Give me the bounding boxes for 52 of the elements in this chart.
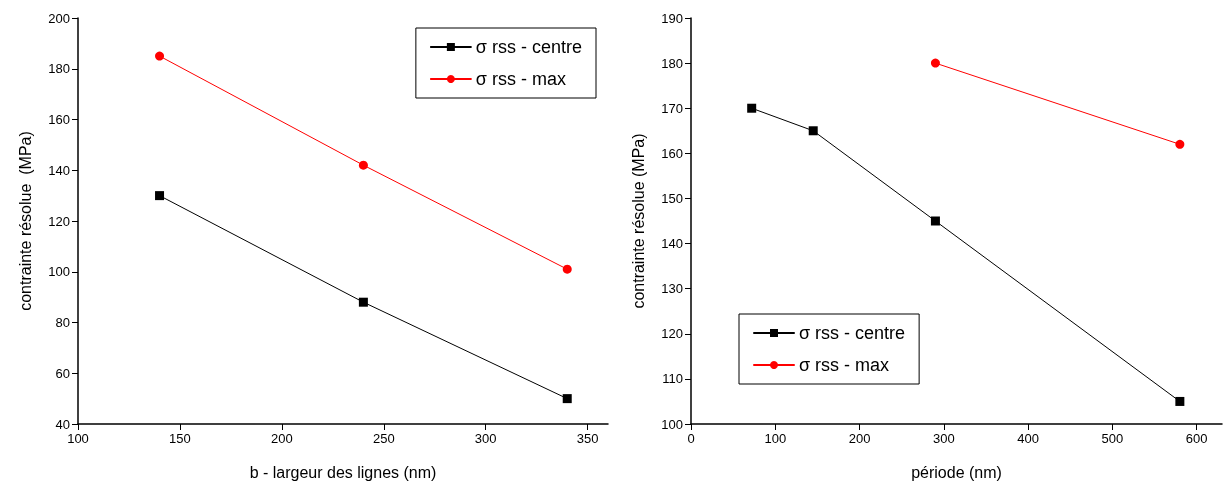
y-tick-label: 180 [48,61,70,77]
y-tick-label: 120 [661,326,683,342]
x-tick-label: 500 [1101,431,1124,446]
point [358,160,368,170]
x-tick-label: 300 [474,431,497,446]
x-tick-label: 400 [1017,431,1039,446]
legend-label: σ rss - max [799,355,890,375]
x-axis-title: période (nm) [911,463,1002,481]
legend-label: σ rss - centre [475,37,583,57]
point [155,51,165,61]
y-tick-label: 110 [662,371,683,387]
y-axis-title: contrainte résolue (MPa) [16,131,34,311]
legend-label: σ rss - centre [799,323,906,343]
y-tick-label: 170 [661,100,683,116]
point [358,297,368,307]
x-tick-label: 100 [764,431,787,446]
x-tick-label: 600 [1185,431,1208,446]
point [1175,396,1185,406]
y-tick-label: 140 [48,162,70,178]
y-tick-label: 100 [661,416,683,432]
y-tick-label: 200 [48,10,70,26]
x-tick-label: 150 [169,431,191,446]
point [562,264,572,274]
point [1175,139,1185,149]
y-tick-label: 80 [55,315,70,330]
y-tick-label: 160 [661,145,683,161]
point [930,216,940,226]
x-tick-label: 0 [687,431,695,446]
point [747,103,757,113]
x-tick-label: 200 [270,431,293,446]
y-tick-label: 140 [661,236,683,252]
y-tick-label: 130 [661,281,683,297]
y-tick-label: 190 [661,10,683,26]
x-tick-label: 200 [848,431,871,446]
x-tick-label: 250 [372,431,395,446]
y-tick-label: 180 [661,55,683,71]
point [808,126,818,136]
y-tick-label: 100 [48,264,70,280]
point [562,394,572,404]
y-tick-label: 40 [55,416,70,432]
y-tick-label: 60 [55,365,70,381]
x-axis-title: b - largeur des lignes (nm) [249,463,437,481]
x-tick-label: 100 [67,431,89,446]
y-axis-title: contrainte résolue (MPa) [629,133,647,309]
point [155,191,165,201]
x-tick-label: 300 [933,431,955,446]
x-tick-label: 350 [576,431,599,446]
legend-label: σ rss - max [475,69,566,89]
y-tick-label: 150 [661,190,683,206]
y-tick-label: 160 [48,112,70,127]
point [930,58,940,68]
y-tick-label: 120 [48,213,70,229]
